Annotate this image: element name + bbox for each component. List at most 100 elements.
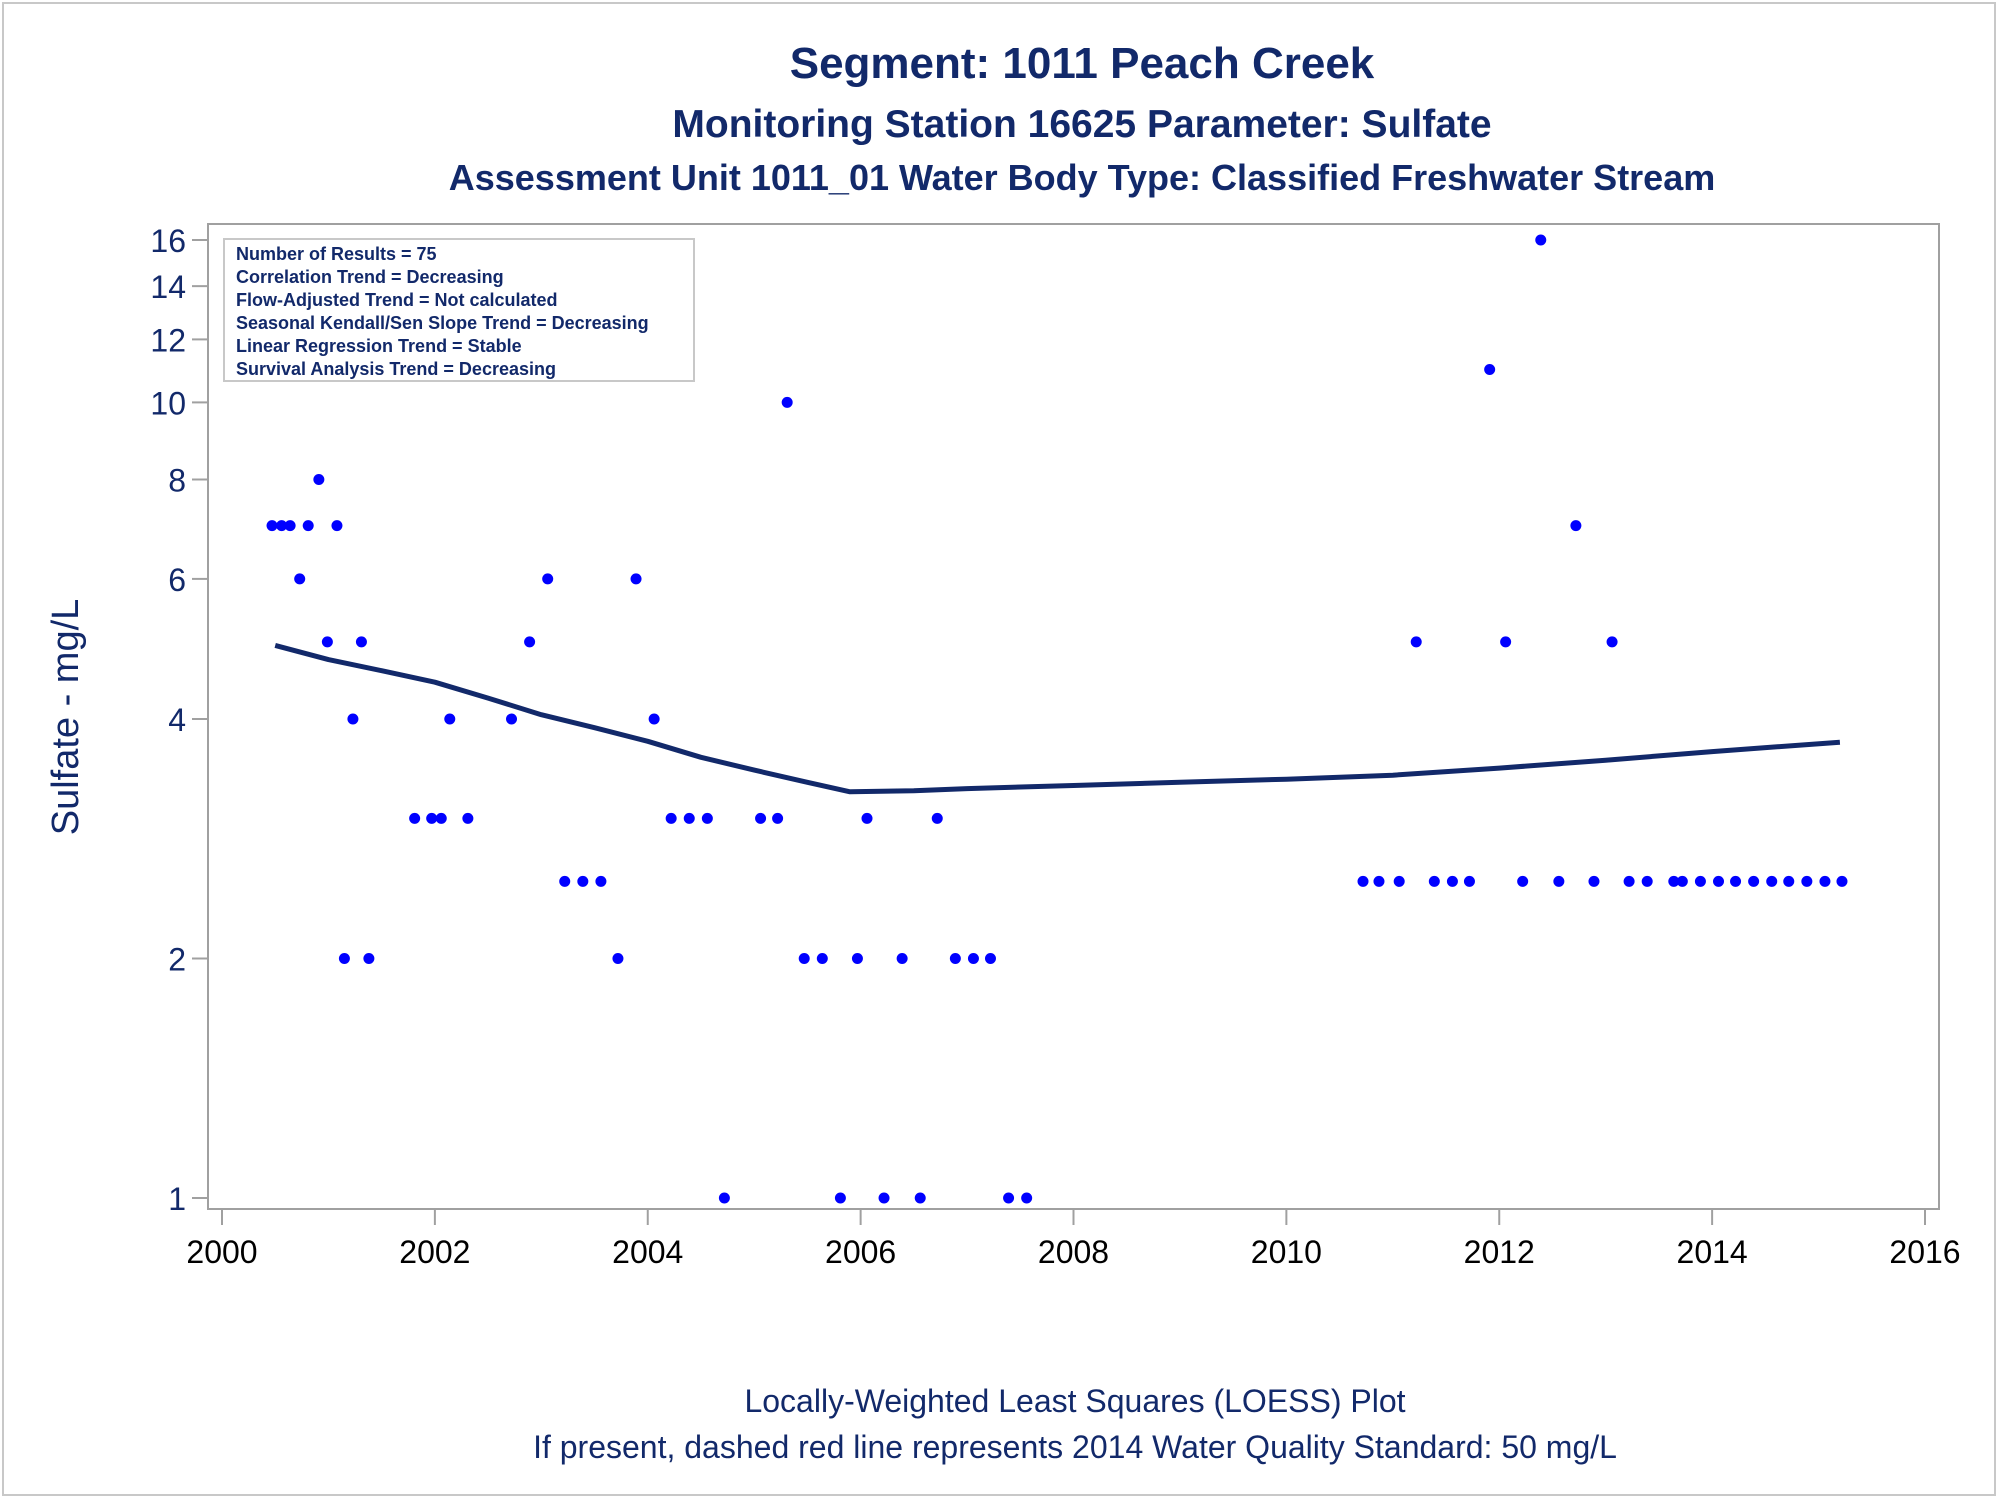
data-point: [665, 812, 677, 824]
y-tick-label: 16: [150, 223, 186, 259]
data-point: [1484, 363, 1496, 375]
footnote-standard: If present, dashed red line represents 2…: [533, 1429, 1617, 1465]
x-axis: 2000 2002 2004 2006 2008 2010 2012 2014 2016: [186, 1209, 1961, 1270]
chart-title: Segment: 1011 Peach Creek: [790, 39, 1375, 88]
x-tick-label: 2002: [399, 1234, 470, 1270]
data-point: [1463, 875, 1475, 887]
data-point: [772, 812, 784, 824]
data-point: [1003, 1192, 1015, 1204]
data-point: [612, 953, 624, 964]
data-point: [559, 875, 571, 887]
data-point: [595, 875, 607, 887]
data-point: [931, 812, 943, 824]
info-box-line: Flow-Adjusted Trend = Not calculated: [236, 290, 558, 310]
data-point: [1641, 875, 1653, 887]
data-point: [878, 1192, 890, 1204]
data-point: [1713, 875, 1725, 887]
chart-subtitle: Monitoring Station 16625 Parameter: Sulf…: [672, 103, 1491, 146]
data-point: [435, 812, 447, 824]
footnote-loess: Locally-Weighted Least Squares (LOESS) P…: [744, 1383, 1405, 1419]
data-point: [781, 396, 793, 408]
y-tick-label: 14: [150, 269, 186, 305]
y-tick-label: 8: [168, 463, 186, 499]
data-point: [338, 953, 350, 964]
data-point: [755, 812, 767, 824]
data-point: [816, 953, 828, 964]
data-points: [266, 234, 1848, 1204]
data-point: [914, 1192, 926, 1204]
data-point: [409, 812, 421, 824]
data-point: [347, 713, 359, 725]
data-point: [542, 573, 554, 585]
data-point: [426, 812, 438, 824]
data-point: [1357, 875, 1369, 887]
info-box-line: Number of Results = 75: [236, 244, 437, 264]
data-point: [1623, 875, 1635, 887]
data-point: [1819, 875, 1831, 887]
data-point: [1535, 234, 1547, 246]
data-point: [1021, 1192, 1033, 1204]
data-point: [1553, 875, 1565, 887]
y-axis-label: Sulfate - mg/L: [45, 599, 87, 836]
info-box-line: Survival Analysis Trend = Decreasing: [236, 359, 556, 379]
data-point: [577, 875, 589, 887]
data-point: [1428, 875, 1440, 887]
data-point: [834, 1192, 846, 1204]
data-point: [1393, 875, 1405, 887]
data-point: [1766, 875, 1778, 887]
data-point: [701, 812, 713, 824]
data-point: [1517, 875, 1529, 887]
info-box-line: Seasonal Kendall/Sen Slope Trend = Decre…: [236, 313, 649, 333]
data-point: [1410, 636, 1422, 648]
data-point: [630, 573, 642, 585]
data-point: [1570, 520, 1582, 532]
data-point: [718, 1192, 730, 1204]
data-point: [294, 573, 306, 585]
data-point: [1676, 875, 1688, 887]
data-point: [363, 953, 375, 964]
data-point: [851, 953, 863, 964]
x-tick-label: 2004: [612, 1234, 683, 1270]
data-point: [683, 812, 695, 824]
data-point: [266, 520, 278, 532]
y-tick-label: 2: [168, 942, 186, 978]
data-point: [798, 953, 810, 964]
trend-info-box: Number of Results = 75 Correlation Trend …: [223, 238, 695, 382]
data-point: [524, 636, 536, 648]
data-point: [276, 520, 288, 532]
info-box-line: Correlation Trend = Decreasing: [236, 267, 504, 287]
data-point: [648, 713, 660, 725]
data-point: [1373, 875, 1385, 887]
data-point: [462, 812, 474, 824]
y-tick-label: 6: [168, 562, 186, 598]
x-tick-label: 2014: [1677, 1234, 1748, 1270]
data-point: [355, 636, 367, 648]
x-tick-label: 2008: [1038, 1234, 1109, 1270]
data-point: [1783, 875, 1795, 887]
data-point: [506, 713, 518, 725]
data-point: [1836, 875, 1848, 887]
data-point: [302, 520, 314, 532]
data-point: [984, 953, 996, 964]
data-point: [1606, 636, 1618, 648]
data-point: [1801, 875, 1813, 887]
y-tick-label: 12: [150, 322, 186, 358]
data-point: [861, 812, 873, 824]
x-tick-label: 2000: [186, 1234, 257, 1270]
data-point: [284, 520, 296, 532]
data-point: [1446, 875, 1458, 887]
data-point: [1730, 875, 1742, 887]
y-tick-label: 10: [150, 385, 186, 421]
data-point: [1500, 636, 1512, 648]
y-tick-label: 4: [168, 702, 186, 738]
data-point: [313, 474, 325, 485]
data-point: [444, 713, 456, 725]
loess-line: [274, 642, 1841, 795]
y-tick-label: 1: [168, 1181, 186, 1217]
data-point: [1588, 875, 1600, 887]
data-point: [896, 953, 908, 964]
data-point: [1748, 875, 1760, 887]
